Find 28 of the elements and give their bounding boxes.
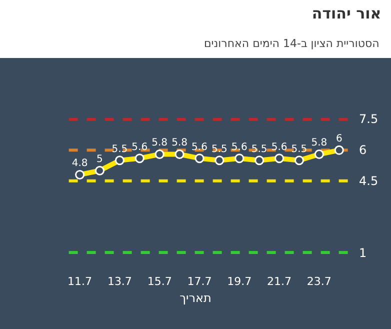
x-tick-label: 17.7 [187,275,212,288]
ref-line-label: 7.5 [359,112,378,126]
data-label: 5.5 [251,144,268,155]
x-tick-label: 11.7 [68,275,92,288]
x-axis-title: תאריך [180,290,212,305]
data-label: 5.6 [132,142,148,153]
data-label: 5.5 [112,144,128,155]
data-label: 5.8 [311,138,328,149]
ref-line-label: 4.5 [359,174,378,188]
data-label: 5.6 [271,142,288,153]
data-label: 4.8 [72,158,88,170]
data-label: 5 [96,154,103,166]
x-tick-label: 13.7 [107,275,132,288]
x-tick-label: 23.7 [306,275,332,288]
x-tick-label: 19.7 [227,275,252,288]
data-label: 5.5 [291,144,308,155]
data-label: 5.6 [231,142,248,153]
data-label: 5.5 [211,144,228,155]
chart-title: אור יהודה [312,4,382,22]
x-tick-label: 21.7 [267,275,292,288]
ref-line-label: 1 [359,246,367,260]
x-tick-label: 15.7 [147,275,172,288]
data-label: 5.8 [152,138,168,149]
data-label: 5.6 [192,142,208,153]
chart-subtitle: הסטוריית הציון ב-14 הימים האחרונים [204,37,380,50]
data-label: 6 [336,134,342,145]
data-label: 5.8 [172,138,188,149]
ref-line-label: 6 [359,143,367,157]
